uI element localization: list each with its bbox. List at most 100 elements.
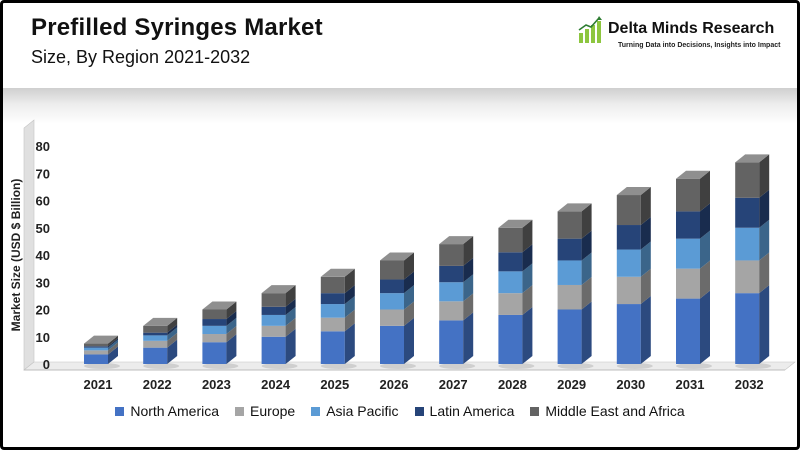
bar-segment <box>380 260 404 280</box>
bar-segment <box>84 347 108 351</box>
bar-shadow <box>439 363 476 369</box>
bar-top-face <box>439 236 474 245</box>
brand-tagline: Turning Data into Decisions, Insights in… <box>618 42 781 49</box>
bar-segment <box>84 354 108 364</box>
bar-segment <box>84 346 108 348</box>
legend-item: Europe <box>235 403 295 419</box>
bar-shadow <box>380 363 416 369</box>
bar-segment-side <box>167 317 178 333</box>
bar-segment <box>735 293 760 364</box>
bar-segment <box>143 335 168 341</box>
bar-segment <box>616 276 641 305</box>
y-axis-label: Market Size (USD $ Billion) <box>9 179 23 332</box>
bar-segment-side <box>463 236 474 266</box>
legend-swatch <box>115 406 125 416</box>
brand-name: Delta Minds Research <box>608 20 775 37</box>
bar-segment-side <box>167 324 178 336</box>
header-shadow <box>0 88 800 124</box>
bar-segment-side <box>285 328 296 364</box>
legend-item: North America <box>115 403 219 419</box>
bar-segment-side <box>700 170 710 212</box>
legend-label: Latin America <box>429 403 515 419</box>
bar-segment-side <box>463 312 474 364</box>
bar-segment-side <box>226 311 237 326</box>
bar-segment-side <box>759 285 770 364</box>
bar-top-face <box>380 252 414 261</box>
bar-segment <box>202 325 227 335</box>
x-tick-label: 2030 <box>616 377 645 392</box>
bar-segment-side <box>404 317 414 364</box>
bar-segment <box>380 293 404 310</box>
legend-label: North America <box>130 403 220 419</box>
bar-segment <box>498 314 523 364</box>
bar-segment-side <box>522 219 533 253</box>
bar-segment <box>84 350 108 355</box>
bar-segment <box>616 304 641 364</box>
bar-segment-side <box>463 293 474 321</box>
bar-top-face <box>735 154 770 163</box>
bar-segment-side <box>581 203 592 239</box>
y-tick-label: 70 <box>36 166 50 181</box>
x-tick-label: 2021 <box>84 377 113 392</box>
legend-label: Europe <box>250 403 296 419</box>
bar-top-face <box>498 219 533 228</box>
y-tick-label: 30 <box>36 275 50 290</box>
legend-swatch <box>235 406 245 416</box>
y-tick-label: 0 <box>43 357 50 372</box>
bar-segment-side <box>404 252 414 280</box>
bar-segment <box>261 325 286 337</box>
bar-segment-side <box>700 230 710 269</box>
bar-segment <box>498 227 523 253</box>
bar-segment-side <box>640 217 651 250</box>
bar-segment <box>557 211 582 239</box>
bar-segment <box>735 197 760 228</box>
x-tick-label: 2031 <box>676 377 705 392</box>
bar-segment-side <box>344 309 355 332</box>
bar-segment <box>261 314 286 326</box>
bar-segment-side <box>522 263 533 294</box>
bar-segment-side <box>285 285 296 307</box>
bar-segment <box>439 244 464 266</box>
bar-segment-side <box>463 274 474 302</box>
bar-segment <box>616 195 641 226</box>
y-tick-label: 20 <box>36 303 50 318</box>
bar-segment <box>143 347 168 364</box>
bar-segment-side <box>285 306 296 326</box>
bar-segment-side <box>640 268 651 305</box>
bar-top-face <box>676 170 710 179</box>
bar-segment-side <box>640 241 651 277</box>
bar-segment-side <box>522 244 533 272</box>
bar-segment <box>439 301 464 321</box>
bar-segment-side <box>108 338 118 348</box>
bar-segment-side <box>167 327 178 341</box>
bar-shadow <box>557 363 594 369</box>
y-tick-label: 10 <box>36 330 50 345</box>
bar-shadow <box>735 363 772 369</box>
bar-segment <box>202 309 227 320</box>
legend-swatch <box>311 406 321 416</box>
bar-segment-side <box>344 296 355 318</box>
x-tick-label: 2022 <box>143 377 172 392</box>
bar-top-face <box>616 187 651 196</box>
page-title: Prefilled Syringes Market <box>31 14 323 41</box>
bar-shadow <box>676 363 712 369</box>
bar-segment <box>320 293 345 305</box>
bar-segment-side <box>226 317 237 335</box>
bar-shadow <box>143 363 180 369</box>
bar-segment-side <box>700 260 710 299</box>
bar-segment <box>498 293 523 315</box>
bar-segment <box>143 332 168 336</box>
bar-segment <box>320 276 345 294</box>
bar-segment-side <box>759 189 770 228</box>
bar-segment-side <box>108 346 118 364</box>
bar-segment-side <box>581 276 592 310</box>
bar-segment-side <box>108 342 118 355</box>
legend-item: Asia Pacific <box>311 403 399 419</box>
bar-segment <box>676 211 700 239</box>
bar-shadow <box>84 363 120 369</box>
bar-segment-side <box>700 290 710 364</box>
bar-segment <box>676 268 700 299</box>
x-tick-label: 2026 <box>380 377 409 392</box>
